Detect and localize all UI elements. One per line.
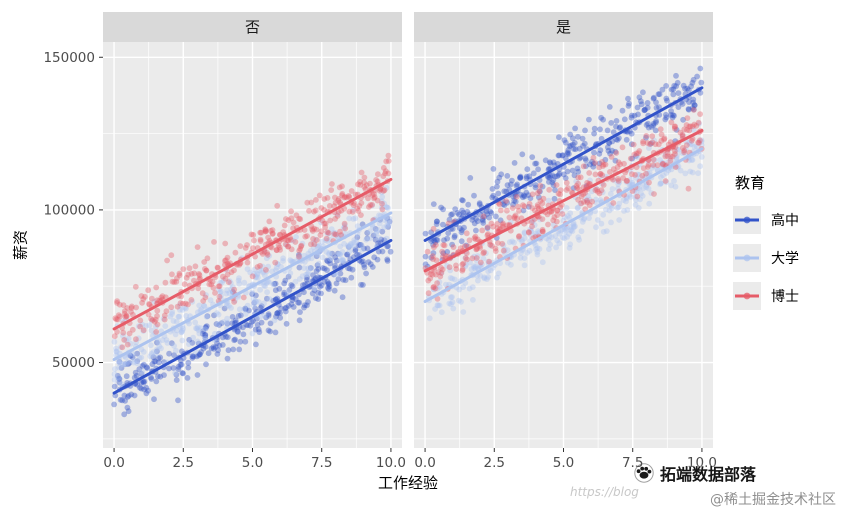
svg-text:10.0: 10.0 [376, 455, 406, 471]
svg-text:5.0: 5.0 [242, 455, 263, 471]
svg-text:50000: 50000 [52, 355, 95, 371]
svg-text:7.5: 7.5 [311, 455, 332, 471]
legend-key-swatch [733, 244, 761, 272]
legend-key-swatch [733, 206, 761, 234]
legend-title: 教育 [735, 174, 766, 192]
svg-text:是: 是 [556, 18, 571, 36]
legend-entry: 大学 [733, 243, 799, 273]
svg-text:150000: 150000 [43, 50, 95, 66]
legend-entries: 高中 大学 博士 [733, 205, 799, 311]
legend-entry: 博士 [733, 281, 799, 311]
legend-key-swatch [733, 282, 761, 310]
y-axis-title: 薪资 [11, 229, 30, 261]
legend-entry-label: 博士 [771, 289, 799, 305]
legend: 教育 高中大学博士 [733, 172, 799, 319]
svg-text:7.5: 7.5 [622, 455, 643, 471]
svg-text:否: 否 [245, 18, 260, 36]
legend-entry-label: 高中 [771, 213, 799, 229]
svg-text:2.5: 2.5 [173, 455, 194, 471]
svg-text:5.0: 5.0 [553, 455, 574, 471]
x-axis-title: 工作经验 [377, 474, 438, 492]
legend-entry-label: 大学 [771, 251, 799, 267]
svg-text:0.0: 0.0 [414, 455, 435, 471]
svg-text:10.0: 10.0 [687, 455, 717, 471]
svg-text:0.0: 0.0 [103, 455, 124, 471]
svg-text:2.5: 2.5 [484, 455, 505, 471]
svg-text:100000: 100000 [43, 202, 95, 218]
legend-entry: 高中 [733, 205, 799, 235]
